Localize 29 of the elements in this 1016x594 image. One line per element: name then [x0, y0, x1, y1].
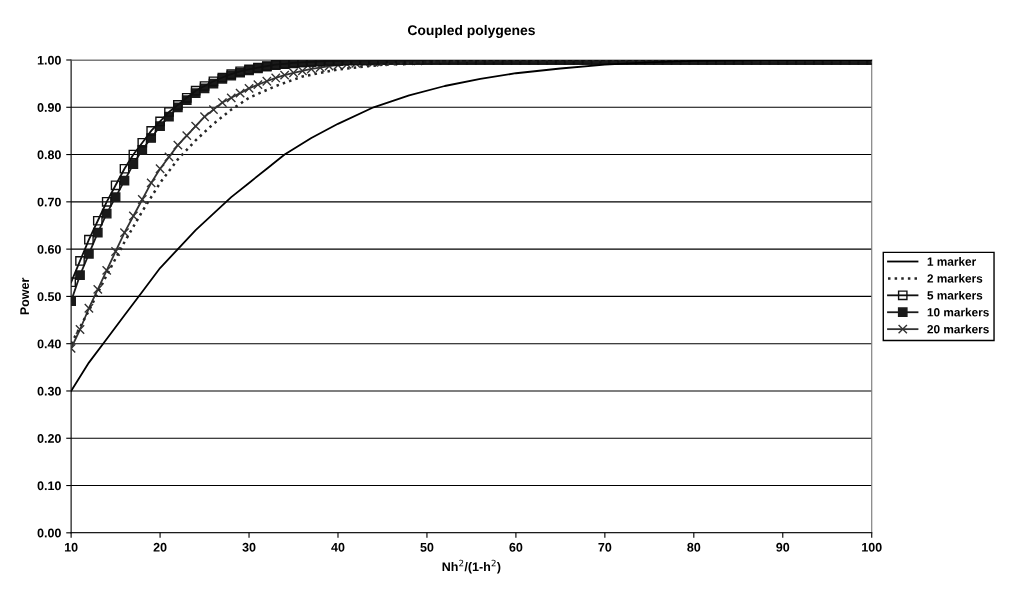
y-tick-label: 0.30	[37, 386, 61, 396]
y-tick-label: 0.90	[37, 103, 61, 112]
x-tick-label: 60	[509, 542, 523, 552]
legend-label: 10 markers	[927, 307, 989, 317]
x-axis-title: Nh$^{2}$/(1-h$^{2}$)	[442, 559, 501, 574]
legend-label: 5 markers	[927, 290, 983, 300]
y-tick-label: 0.20	[37, 434, 61, 443]
y-tick-label: 0.70	[37, 197, 61, 207]
x-tick-label: 50	[420, 542, 434, 552]
y-tick-label: 0.40	[37, 339, 61, 349]
x-tick-label: 30	[242, 542, 256, 552]
x-tick-label: 100	[862, 542, 882, 552]
y-axis-title: Power	[20, 277, 30, 315]
chart-title: Coupled polygenes	[407, 24, 535, 38]
legend-label: 1 marker	[927, 257, 977, 266]
y-tick-label: 0.10	[37, 481, 61, 491]
y-tick-label: 0.60	[37, 244, 61, 254]
legend-label: 2 markers	[927, 274, 983, 283]
y-tick-label: 0.80	[37, 150, 61, 160]
y-tick-label: 1.00	[37, 55, 61, 65]
x-tick-label: 20	[153, 542, 167, 552]
x-tick-label: 40	[331, 542, 345, 552]
x-tick-label: 90	[776, 542, 790, 552]
x-tick-label: 10	[64, 542, 78, 552]
x-tick-label: 80	[687, 542, 701, 552]
y-tick-label: 0.50	[37, 292, 61, 302]
y-tick-label: 0.00	[37, 528, 61, 538]
legend-label: 20 markers	[927, 324, 989, 334]
x-tick-label: 70	[598, 542, 612, 552]
